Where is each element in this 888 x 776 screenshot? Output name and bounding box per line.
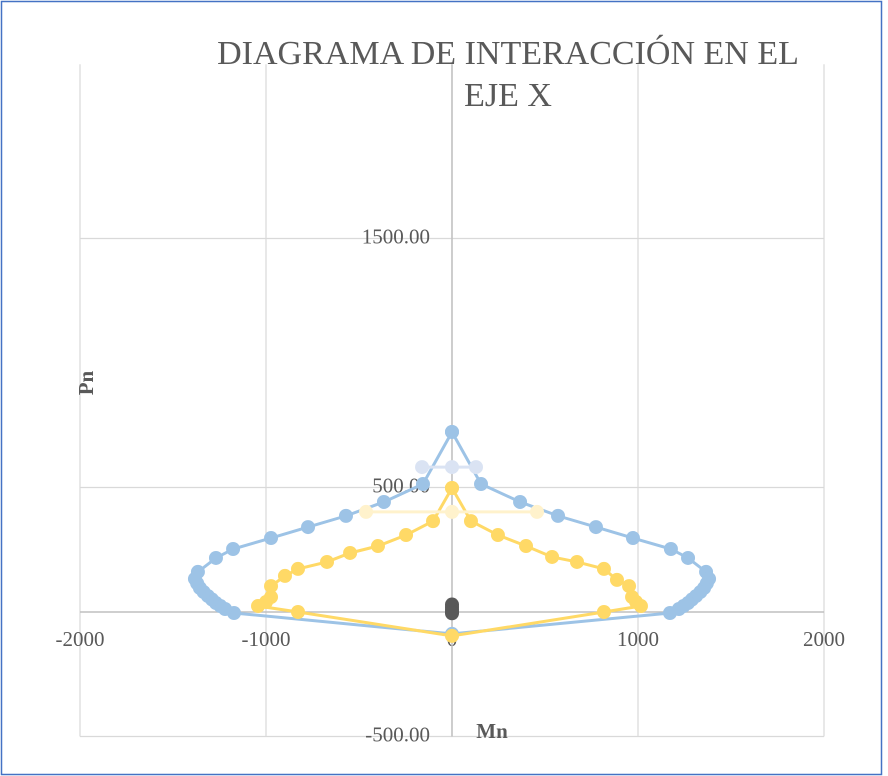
data-point bbox=[663, 542, 678, 557]
x-tick-label: 2000 bbox=[803, 627, 845, 651]
data-point bbox=[264, 590, 279, 605]
data-point bbox=[681, 550, 696, 565]
data-point bbox=[551, 508, 566, 523]
data-point bbox=[474, 477, 489, 492]
data-point bbox=[530, 504, 545, 519]
chart-title: DIAGRAMA DE INTERACCIÓN EN EL EJE X bbox=[217, 34, 799, 114]
x-tick-label: -2000 bbox=[56, 627, 105, 651]
data-point bbox=[662, 605, 677, 620]
data-point bbox=[376, 494, 391, 509]
data-point bbox=[633, 599, 648, 614]
data-point bbox=[609, 572, 624, 587]
data-point bbox=[301, 520, 316, 535]
data-point bbox=[208, 550, 223, 565]
data-point bbox=[490, 528, 505, 543]
data-point bbox=[320, 554, 335, 569]
y-tick-label: 1500.00 bbox=[362, 224, 430, 248]
data-point bbox=[399, 528, 414, 543]
data-point bbox=[545, 549, 560, 564]
y-axis-label: Pn bbox=[74, 370, 98, 395]
data-point bbox=[264, 531, 279, 546]
data-point bbox=[370, 539, 385, 554]
data-point bbox=[359, 504, 374, 519]
data-point bbox=[445, 460, 459, 475]
data-point bbox=[513, 494, 528, 509]
data-point bbox=[463, 514, 478, 529]
data-point bbox=[426, 514, 441, 529]
x-tick-label: -1000 bbox=[242, 627, 291, 651]
data-point bbox=[343, 545, 358, 560]
data-point bbox=[445, 628, 459, 643]
data-point bbox=[277, 568, 292, 583]
data-point bbox=[415, 460, 430, 475]
data-point bbox=[190, 564, 205, 579]
data-point bbox=[588, 520, 603, 535]
data-point bbox=[338, 508, 353, 523]
x-tick-label: 1000 bbox=[617, 627, 659, 651]
y-tick-label: -500.00 bbox=[365, 722, 430, 746]
data-point bbox=[519, 539, 534, 554]
data-point bbox=[596, 605, 611, 619]
data-point bbox=[290, 605, 305, 619]
data-point bbox=[415, 477, 430, 492]
x-axis-label: Mn bbox=[476, 719, 508, 743]
data-point bbox=[445, 424, 459, 439]
data-point bbox=[569, 554, 584, 569]
data-point bbox=[445, 480, 459, 495]
data-point bbox=[226, 542, 241, 557]
data-point bbox=[445, 606, 459, 621]
data-point bbox=[264, 579, 279, 594]
data-point bbox=[622, 579, 637, 594]
data-point bbox=[290, 561, 305, 576]
data-point bbox=[468, 460, 483, 475]
data-point bbox=[596, 561, 611, 576]
data-point bbox=[445, 504, 459, 519]
data-point bbox=[625, 531, 640, 546]
